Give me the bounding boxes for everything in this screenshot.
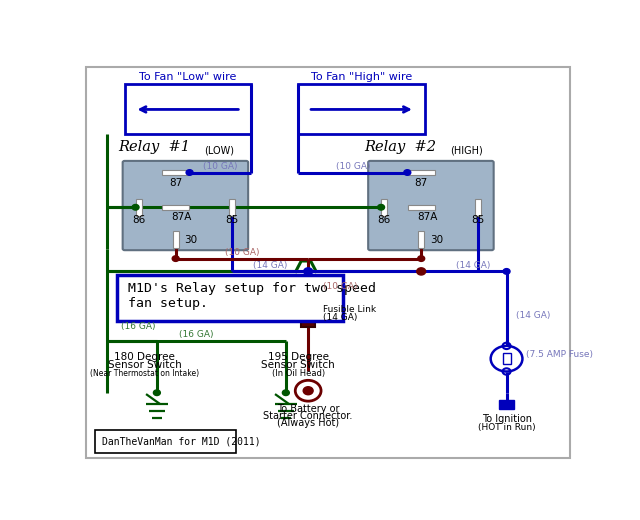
- Circle shape: [378, 204, 385, 210]
- Bar: [95, 430, 236, 453]
- Text: (14 GA): (14 GA): [253, 262, 287, 270]
- Text: (10 GA): (10 GA): [335, 162, 370, 172]
- FancyBboxPatch shape: [368, 161, 493, 250]
- Text: (HIGH): (HIGH): [451, 146, 483, 155]
- Bar: [418, 231, 424, 248]
- Text: (LOW): (LOW): [204, 146, 234, 155]
- Text: 30: 30: [184, 235, 198, 245]
- Circle shape: [417, 268, 426, 275]
- Text: Fusible Link: Fusible Link: [323, 305, 376, 314]
- Circle shape: [154, 390, 161, 396]
- Text: 85: 85: [226, 215, 239, 226]
- Text: To Fan "Low" wire: To Fan "Low" wire: [139, 72, 237, 82]
- Text: M1D's Relay setup for two speed
fan setup.: M1D's Relay setup for two speed fan setu…: [128, 282, 376, 310]
- Text: (16 GA): (16 GA): [179, 330, 214, 339]
- Text: 30: 30: [430, 235, 444, 245]
- Text: (14 GA): (14 GA): [323, 313, 357, 322]
- Text: 87A: 87A: [417, 212, 437, 222]
- Text: (14 GA): (14 GA): [516, 310, 551, 320]
- Bar: [162, 205, 189, 210]
- Circle shape: [418, 256, 425, 262]
- Text: Relay  #2: Relay #2: [364, 140, 436, 154]
- Text: 195 Degree: 195 Degree: [268, 352, 329, 362]
- Text: 86: 86: [378, 215, 390, 226]
- Bar: [408, 205, 435, 210]
- Text: Sensor Switch: Sensor Switch: [108, 360, 181, 370]
- Bar: [381, 199, 387, 216]
- Circle shape: [303, 387, 313, 395]
- Text: (10 GA): (10 GA): [203, 162, 237, 172]
- Bar: [298, 84, 425, 135]
- Text: Relay  #1: Relay #1: [118, 140, 191, 154]
- Circle shape: [404, 170, 411, 175]
- Bar: [229, 199, 236, 216]
- Text: (Near Thermostat on Intake): (Near Thermostat on Intake): [90, 369, 199, 379]
- Text: To Battery or: To Battery or: [277, 404, 339, 414]
- Text: (10 GA): (10 GA): [323, 281, 358, 291]
- Text: 87A: 87A: [172, 212, 192, 222]
- Bar: [136, 199, 141, 216]
- Text: 180 Degree: 180 Degree: [114, 352, 175, 362]
- Bar: [117, 275, 343, 321]
- Bar: [173, 231, 179, 248]
- Text: Starter Connector.: Starter Connector.: [264, 411, 353, 421]
- Bar: [162, 170, 189, 175]
- Text: 86: 86: [132, 215, 145, 226]
- Text: DanTheVanMan for M1D (2011): DanTheVanMan for M1D (2011): [102, 436, 261, 446]
- Circle shape: [304, 268, 312, 275]
- Bar: [499, 400, 514, 409]
- Text: 85: 85: [471, 215, 484, 226]
- Text: (In Oil Head): (In Oil Head): [271, 369, 325, 379]
- Bar: [125, 84, 251, 135]
- Circle shape: [282, 390, 289, 396]
- Text: To Ignition: To Ignition: [481, 414, 532, 424]
- Text: (10 GA): (10 GA): [225, 249, 259, 257]
- Bar: [475, 199, 481, 216]
- Text: (16 GA): (16 GA): [121, 322, 156, 331]
- Text: (7.5 AMP Fuse): (7.5 AMP Fuse): [527, 350, 593, 359]
- Circle shape: [503, 269, 510, 274]
- Circle shape: [132, 204, 139, 210]
- Text: 87: 87: [169, 177, 182, 188]
- Text: (HOT in Run): (HOT in Run): [477, 423, 536, 433]
- Bar: [502, 353, 511, 365]
- Text: 87: 87: [415, 177, 428, 188]
- Circle shape: [172, 256, 179, 262]
- FancyBboxPatch shape: [123, 161, 248, 250]
- Text: Sensor Switch: Sensor Switch: [261, 360, 335, 370]
- Bar: [408, 170, 435, 175]
- Circle shape: [186, 170, 193, 175]
- Text: To Fan "High" wire: To Fan "High" wire: [311, 72, 412, 82]
- Bar: [301, 301, 315, 327]
- Text: (14 GA): (14 GA): [456, 262, 490, 270]
- Text: (Always Hot): (Always Hot): [277, 418, 339, 428]
